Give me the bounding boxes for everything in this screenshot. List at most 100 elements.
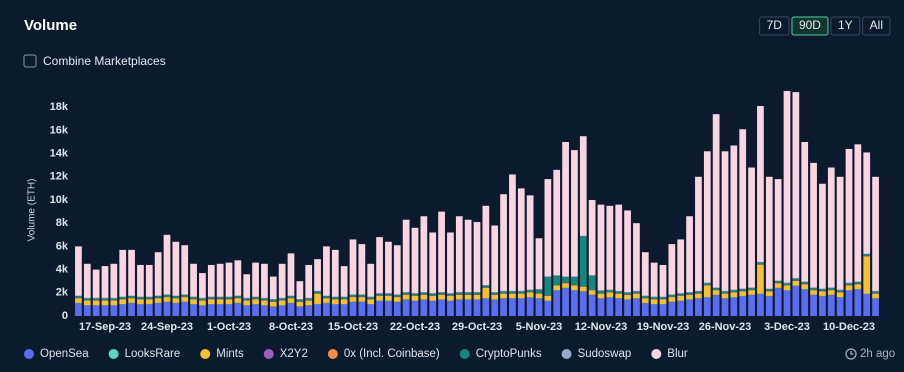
bar-segment [712, 295, 720, 316]
legend-swatch[interactable] [200, 349, 211, 359]
range-button[interactable] [830, 16, 861, 36]
bar-segment [225, 297, 233, 299]
legend-label[interactable]: OpenSea [40, 348, 89, 360]
bar-segment [810, 162, 817, 288]
legend-label[interactable]: Mints [216, 348, 244, 360]
bar-segment [207, 264, 215, 297]
clock-icon [845, 348, 857, 360]
bar-segment [128, 303, 135, 316]
bar-segment [765, 291, 773, 296]
x-tick-label: 3-Dec-23 [764, 321, 810, 333]
bar-segment [199, 300, 206, 306]
bar-segment [154, 296, 162, 298]
y-axis-label: Volume (ETH) [27, 179, 38, 242]
legend-label[interactable]: Sudoswap [578, 348, 632, 360]
bar-segment [712, 114, 720, 288]
toggle-label[interactable]: Combine Marketplaces [43, 54, 166, 68]
legend-swatch[interactable] [24, 349, 34, 359]
bar-segment [509, 174, 516, 291]
bar-segment [199, 298, 206, 301]
bar-segment [314, 259, 321, 291]
bar-segment [234, 303, 242, 316]
bar-segment [137, 264, 144, 297]
bar-segment [562, 276, 569, 283]
range-button[interactable] [759, 16, 790, 36]
legend-swatch[interactable] [108, 349, 119, 359]
bar-segment [491, 299, 499, 316]
bar-segment [650, 262, 658, 297]
bar-segment [641, 298, 649, 303]
bar-segment [827, 295, 835, 316]
bar-segment [686, 299, 693, 316]
bar-segment [730, 290, 738, 292]
bar-segment [243, 305, 251, 316]
legend-label[interactable]: Blur [667, 348, 688, 360]
bar-segment [305, 298, 313, 301]
checkbox[interactable] [23, 54, 37, 68]
bar-segment [128, 298, 135, 303]
bar-segment [774, 288, 782, 316]
range-button[interactable] [791, 16, 829, 36]
bar-segment [517, 188, 525, 291]
range-button-label[interactable]: 7D [767, 18, 783, 32]
bar-segment [145, 297, 153, 299]
bar-segment [845, 148, 853, 283]
bar-segment [216, 263, 224, 297]
bar-segment [145, 299, 153, 305]
bar-segment [571, 290, 578, 316]
bar-segment [703, 285, 711, 298]
bar-segment [163, 294, 171, 297]
legend-swatch[interactable] [459, 349, 470, 359]
x-tick-label: 24-Sep-23 [141, 321, 193, 333]
bar-segment [367, 299, 375, 305]
range-button[interactable] [862, 16, 891, 36]
bar-segment [509, 291, 516, 294]
legend-label[interactable]: 0x (Incl. Coinbase) [344, 348, 440, 360]
bar-segment [393, 245, 401, 295]
bar-segment [101, 298, 109, 301]
bar-segment [597, 290, 605, 294]
bar-segment [606, 290, 614, 292]
legend-label[interactable]: LooksRare [125, 348, 181, 360]
range-button-label[interactable]: All [870, 18, 883, 32]
bar-segment [615, 291, 623, 294]
bar-segment [606, 292, 614, 298]
bar-segment [429, 293, 437, 296]
x-tick-label: 29-Oct-23 [452, 321, 502, 333]
range-button-label[interactable]: 90D [799, 18, 821, 32]
bar-segment [650, 297, 658, 299]
bar-segment [703, 283, 711, 286]
bar-segment [624, 294, 631, 300]
legend-swatch[interactable] [561, 349, 572, 359]
bar-segment [314, 304, 321, 316]
bar-segment [252, 262, 259, 297]
bar-segment [438, 292, 445, 295]
bar-segment [119, 297, 127, 299]
bar-segment [287, 298, 295, 303]
bar-segment [686, 292, 693, 295]
bar-segment [438, 294, 445, 300]
bar-segment [252, 304, 259, 316]
bar-segment [650, 304, 658, 316]
legend-swatch[interactable] [327, 349, 338, 359]
bar-segment [721, 151, 729, 291]
bar-segment [544, 300, 552, 316]
legend-label[interactable]: X2Y2 [280, 348, 308, 360]
bar-segment [119, 249, 127, 297]
bar-segment [358, 294, 366, 297]
bar-segment [278, 263, 286, 298]
legend-swatch[interactable] [263, 349, 274, 359]
bar-segment [110, 305, 118, 316]
bar-segment [535, 289, 543, 294]
legend-label[interactable]: CryptoPunks [476, 348, 542, 360]
bar-segment [190, 304, 197, 316]
range-button-label[interactable]: 1Y [838, 18, 853, 32]
bar-segment [137, 299, 144, 305]
bar-segment [606, 297, 614, 316]
bar-segment [447, 232, 454, 294]
bar-segment [181, 245, 189, 295]
bar-segment [544, 295, 552, 301]
bar-segment [411, 227, 419, 294]
bar-segment [172, 296, 180, 298]
legend-swatch[interactable] [651, 349, 662, 359]
